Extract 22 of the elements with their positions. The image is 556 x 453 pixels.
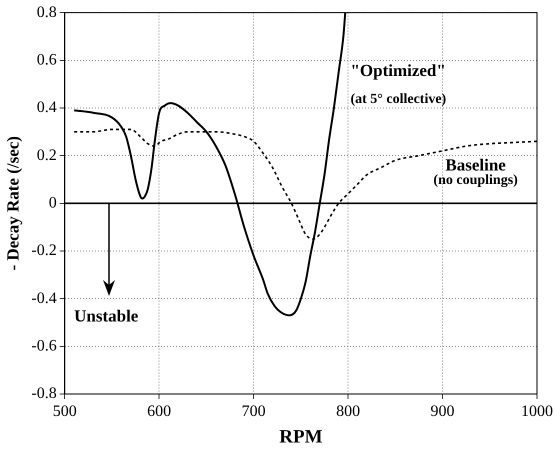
y-tick-label: -0.8 xyxy=(31,385,57,402)
y-tick-label: 0.4 xyxy=(36,99,57,116)
y-tick-label: 0.8 xyxy=(36,4,57,21)
y-tick-label: -0.6 xyxy=(31,338,57,355)
y-tick-label: 0.6 xyxy=(36,51,57,68)
annotation: (at 5° collective) xyxy=(350,92,447,107)
x-tick-label: 500 xyxy=(52,402,77,420)
annotation: Unstable xyxy=(74,306,139,326)
x-tick-label: 700 xyxy=(242,402,266,420)
annotation: (no couplings) xyxy=(433,173,518,188)
y-tick-label: 0 xyxy=(48,194,57,212)
y-tick-label: -0.2 xyxy=(31,242,57,260)
x-axis-title: RPM xyxy=(279,426,323,448)
annotation: "Optimized" xyxy=(350,61,446,80)
y-tick-label: 0.2 xyxy=(36,146,57,164)
x-tick-label: 800 xyxy=(336,402,360,420)
y-tick-label: -0.4 xyxy=(31,290,57,307)
y-axis-title: - Decay Rate (/sec) xyxy=(4,136,23,271)
annotation: Baseline xyxy=(445,156,506,175)
x-tick-label: 1000 xyxy=(521,402,553,420)
x-tick-label: 600 xyxy=(147,402,172,420)
x-tick-label: 900 xyxy=(430,402,455,420)
